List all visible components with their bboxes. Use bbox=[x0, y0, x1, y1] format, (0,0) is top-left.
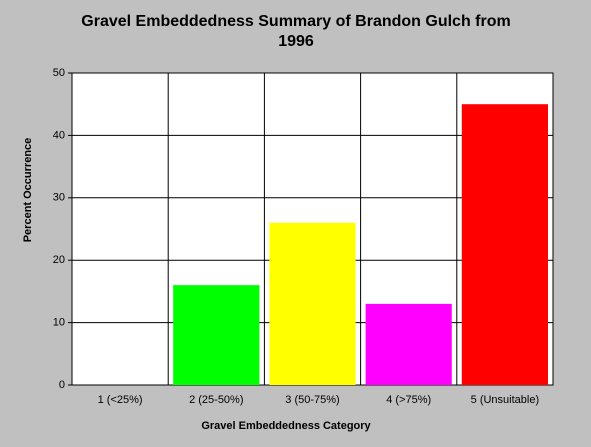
bar bbox=[461, 104, 548, 385]
bar bbox=[365, 303, 452, 385]
y-tick-label: 40 bbox=[53, 129, 65, 141]
y-tick-label: 30 bbox=[53, 192, 65, 204]
y-tick-label: 10 bbox=[53, 317, 65, 329]
y-axis-label: Percent Occurrence bbox=[22, 138, 34, 243]
x-tick-label: 3 (50-75%) bbox=[285, 394, 339, 406]
x-tick-label: 5 (Unsuitable) bbox=[471, 394, 539, 406]
y-tick-label: 0 bbox=[59, 379, 65, 391]
x-axis-label: Gravel Embeddedness Category bbox=[201, 420, 371, 432]
bar bbox=[173, 285, 260, 385]
bar bbox=[269, 222, 356, 385]
x-tick-label: 1 (<25%) bbox=[98, 394, 143, 406]
y-tick-label: 20 bbox=[53, 254, 65, 266]
x-tick-label: 4 (>75%) bbox=[386, 394, 431, 406]
x-tick-label: 2 (25-50%) bbox=[189, 394, 243, 406]
y-tick-label: 50 bbox=[53, 67, 65, 79]
chart-title: Gravel Embeddedness Summary of Brandon G… bbox=[81, 13, 511, 50]
